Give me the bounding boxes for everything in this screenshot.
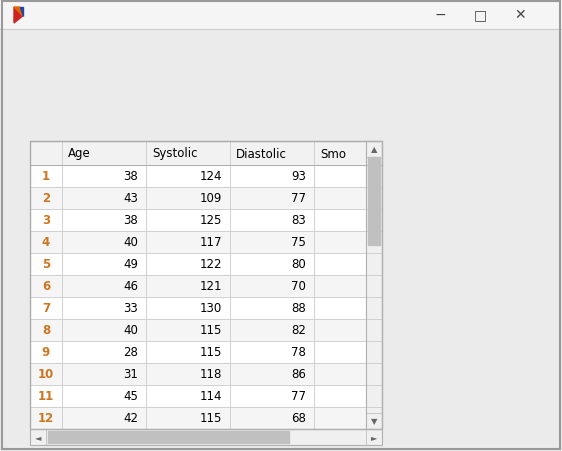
- Text: 40: 40: [123, 236, 138, 249]
- Text: 70: 70: [291, 280, 306, 293]
- Text: 28: 28: [123, 346, 138, 359]
- Bar: [30, 297, 366, 319]
- Bar: [30, 166, 366, 188]
- Text: 31: 31: [123, 368, 138, 381]
- Bar: [366, 142, 382, 429]
- Polygon shape: [20, 8, 23, 17]
- Text: 77: 77: [291, 390, 306, 403]
- Bar: [30, 341, 366, 363]
- Bar: [48, 431, 289, 443]
- Bar: [0, 0, 562, 30]
- Text: 11: 11: [38, 390, 54, 403]
- Bar: [30, 363, 366, 385]
- Text: 68: 68: [291, 412, 306, 424]
- Text: 82: 82: [291, 324, 306, 337]
- Text: 38: 38: [123, 214, 138, 227]
- Bar: [30, 429, 382, 445]
- Text: 9: 9: [42, 346, 50, 359]
- Text: 5: 5: [42, 258, 50, 271]
- Text: 12: 12: [38, 412, 54, 424]
- Bar: [30, 429, 382, 445]
- Text: Age: Age: [68, 147, 90, 160]
- Text: 115: 115: [200, 324, 222, 337]
- Bar: [368, 158, 380, 245]
- Text: 122: 122: [200, 258, 222, 271]
- Text: ✕: ✕: [514, 8, 526, 22]
- Text: 83: 83: [291, 214, 306, 227]
- Text: 6: 6: [42, 280, 50, 293]
- Text: 4: 4: [42, 236, 50, 249]
- Text: −: −: [434, 8, 446, 22]
- Text: Systolic: Systolic: [152, 147, 197, 160]
- Text: 75: 75: [291, 236, 306, 249]
- Text: 130: 130: [200, 302, 222, 315]
- Text: 125: 125: [200, 214, 222, 227]
- Text: 78: 78: [291, 346, 306, 359]
- Text: 3: 3: [42, 214, 50, 227]
- Text: 40: 40: [123, 324, 138, 337]
- Bar: [30, 407, 366, 429]
- Text: 1: 1: [42, 170, 50, 183]
- Text: ◄: ◄: [35, 433, 41, 442]
- Bar: [30, 142, 366, 166]
- Text: 38: 38: [123, 170, 138, 183]
- Bar: [30, 231, 366, 253]
- Text: ▲: ▲: [371, 145, 377, 154]
- Text: 93: 93: [291, 170, 306, 183]
- Text: 115: 115: [200, 346, 222, 359]
- Bar: [30, 188, 366, 210]
- Text: 43: 43: [123, 192, 138, 205]
- Bar: [30, 142, 382, 429]
- Text: 77: 77: [291, 192, 306, 205]
- Bar: [30, 276, 366, 297]
- Text: 114: 114: [200, 390, 222, 403]
- Text: 10: 10: [38, 368, 54, 381]
- Polygon shape: [14, 8, 23, 24]
- Text: 49: 49: [123, 258, 138, 271]
- Text: 2: 2: [42, 192, 50, 205]
- Text: 8: 8: [42, 324, 50, 337]
- Text: 124: 124: [200, 170, 222, 183]
- Text: ▼: ▼: [371, 417, 377, 426]
- Text: Diastolic: Diastolic: [236, 147, 287, 160]
- Text: 117: 117: [200, 236, 222, 249]
- Text: 88: 88: [291, 302, 306, 315]
- Text: 45: 45: [123, 390, 138, 403]
- Text: Smo: Smo: [320, 147, 346, 160]
- Bar: [30, 385, 366, 407]
- Bar: [30, 253, 366, 276]
- Bar: [366, 142, 382, 429]
- Text: 121: 121: [200, 280, 222, 293]
- Text: 80: 80: [291, 258, 306, 271]
- Text: 46: 46: [123, 280, 138, 293]
- Text: 118: 118: [200, 368, 222, 381]
- Polygon shape: [14, 8, 23, 17]
- Bar: [30, 142, 382, 429]
- Text: 7: 7: [42, 302, 50, 315]
- Bar: [30, 210, 366, 231]
- Text: 115: 115: [200, 412, 222, 424]
- Text: ►: ►: [371, 433, 377, 442]
- Text: 86: 86: [291, 368, 306, 381]
- Text: □: □: [473, 8, 487, 22]
- Text: 33: 33: [123, 302, 138, 315]
- Text: 109: 109: [200, 192, 222, 205]
- Bar: [30, 319, 366, 341]
- Text: 42: 42: [123, 412, 138, 424]
